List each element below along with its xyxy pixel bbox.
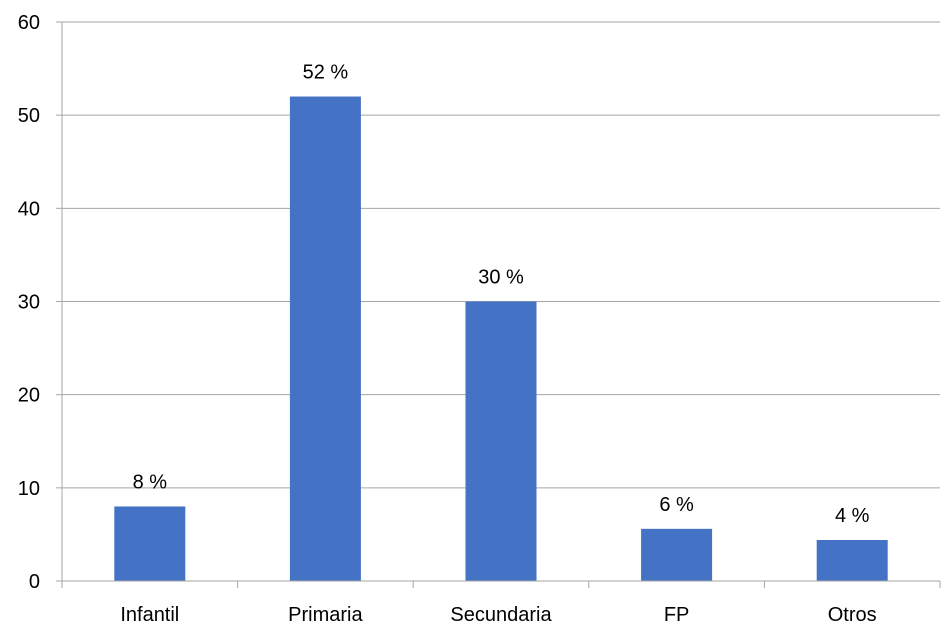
bars [114,96,888,582]
y-tick-label: 20 [18,385,40,407]
x-category-label: Primaria [288,604,363,626]
data-label: 4 % [835,505,870,527]
data-label: 52 % [303,62,349,84]
bar-primaria [289,96,361,582]
data-label: 8 % [133,471,168,493]
data-labels: 8 % 52 % 30 % 6 % 4 % [133,62,870,527]
bar-infantil [114,506,186,581]
category-labels: Infantil Primaria Secundaria FP Otros [120,604,876,626]
x-category-label: FP [664,604,690,626]
bar-secundaria [465,301,537,581]
y-tick-label: 60 [18,12,40,34]
y-tick-label: 50 [18,105,40,127]
y-tick-label: 0 [29,571,40,593]
x-category-label: Secundaria [450,604,552,626]
data-label: 30 % [478,267,524,289]
y-tick-label: 30 [18,292,40,314]
y-tick-label: 40 [18,198,40,220]
y-axis-ticks: 0 10 20 30 40 50 60 [18,12,40,593]
bar-otros [816,540,888,581]
y-tick-label: 10 [18,478,40,500]
x-category-label: Otros [828,604,877,626]
x-category-label: Infantil [120,604,179,626]
data-label: 6 % [659,494,694,516]
axes [56,21,941,588]
bar-fp [641,528,713,581]
